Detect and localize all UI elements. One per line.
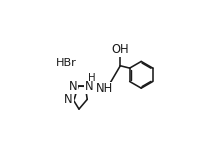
Text: NH: NH xyxy=(96,82,113,95)
Text: HBr: HBr xyxy=(56,58,76,68)
Text: N: N xyxy=(64,93,73,106)
Text: N: N xyxy=(85,80,94,93)
Text: H: H xyxy=(88,73,95,83)
Text: N: N xyxy=(68,80,77,93)
Text: OH: OH xyxy=(111,43,129,56)
